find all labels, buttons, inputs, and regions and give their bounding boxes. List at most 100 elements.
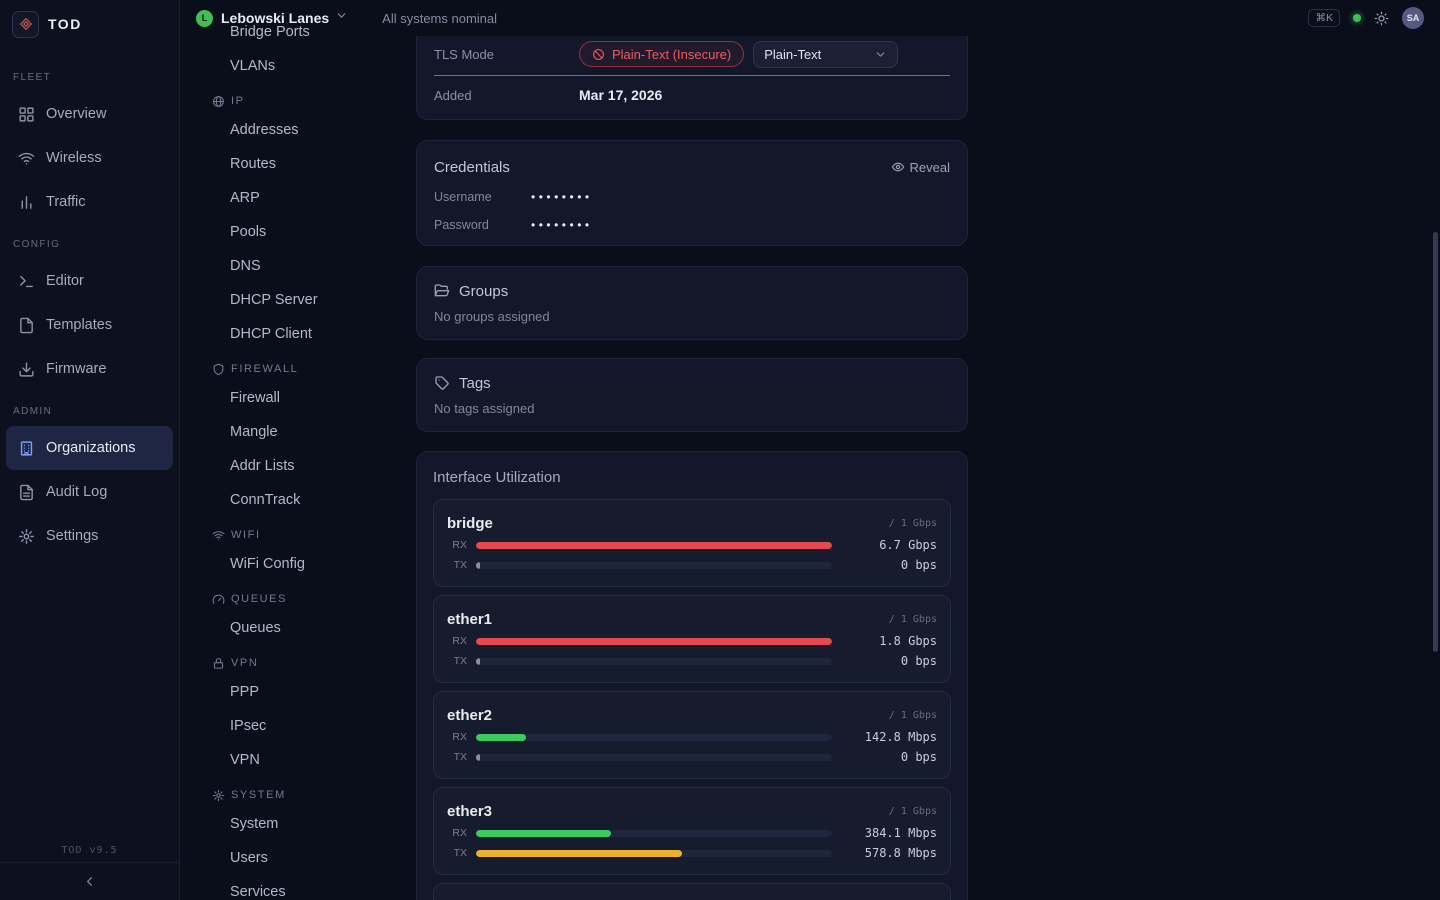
subnav-item-users[interactable]: Users <box>230 850 268 866</box>
password-row: Password •••••••• <box>434 215 950 235</box>
command-palette-shortcut[interactable]: ⌘K <box>1308 9 1340 27</box>
gauge-icon <box>212 593 225 606</box>
sidebar-item-traffic[interactable]: Traffic <box>6 180 173 224</box>
sidebar-item-label: Organizations <box>46 440 136 456</box>
subnav-item-system[interactable]: System <box>230 816 279 832</box>
app-logo: TOD <box>0 0 179 48</box>
interface-name: ether2 <box>447 706 493 724</box>
user-avatar[interactable]: SA <box>1402 7 1424 29</box>
added-row: Added Mar 17, 2026 <box>434 85 950 105</box>
subnav-item-ppp[interactable]: PPP <box>230 684 260 700</box>
sidebar-item-settings[interactable]: Settings <box>6 514 173 558</box>
file-text-icon <box>18 484 35 501</box>
sidebar-item-templates[interactable]: Templates <box>6 303 173 347</box>
subnav-header-system: System <box>180 783 404 807</box>
subnav-item-wifi-config[interactable]: WiFi Config <box>230 556 305 572</box>
row-divider <box>434 75 950 76</box>
reveal-credentials-button[interactable]: Reveal <box>891 160 950 175</box>
folder-icon <box>434 283 450 299</box>
sidebar-item-label: Traffic <box>46 194 86 210</box>
section-label-config: Config <box>13 239 61 250</box>
tx-label: TX <box>453 751 467 763</box>
interface-name: ether3 <box>447 802 493 820</box>
subnav-item-dhcp-server[interactable]: DHCP Server <box>230 292 318 308</box>
subnav-item-bridge-ports[interactable]: Bridge Ports <box>230 24 310 40</box>
tx-bar-track <box>476 849 832 857</box>
groups-title: Groups <box>459 282 509 300</box>
subnav-item-vpn[interactable]: VPN <box>230 752 260 768</box>
subnav-item-dhcp-client[interactable]: DHCP Client <box>230 326 312 342</box>
wifi-icon <box>212 529 225 542</box>
theme-toggle-button[interactable] <box>1374 11 1389 26</box>
subnav-item-queues[interactable]: Queues <box>230 620 281 636</box>
tls-mode-select[interactable]: Plain-Text <box>753 40 899 68</box>
download-icon <box>18 361 35 378</box>
subnav-item-vlans[interactable]: VLANs <box>230 58 276 74</box>
sidebar-collapse-button[interactable] <box>0 862 179 900</box>
tls-mode-row: TLS Mode Plain-Text (Insecure) Plain-Tex… <box>434 37 950 71</box>
interface-name: ether4 <box>447 899 492 900</box>
subnav-header-queues: Queues <box>180 587 404 611</box>
subnav-item-addresses[interactable]: Addresses <box>230 122 299 138</box>
sidebar-item-audit-log[interactable]: Audit Log <box>6 470 173 514</box>
sidebar-item-label: Settings <box>46 528 99 544</box>
rx-label: RX <box>452 539 467 551</box>
tags-title: Tags <box>459 374 491 392</box>
subnav-item-services[interactable]: Services <box>230 884 286 900</box>
subnav-item-addr-lists[interactable]: Addr Lists <box>230 458 295 474</box>
interface-capacity: / 1 Gbps <box>888 805 937 817</box>
tx-bar-track <box>476 753 832 761</box>
globe-icon <box>212 95 225 108</box>
rx-value: 384.1 Mbps <box>864 826 937 840</box>
interface-card-ether4: ether4 / 1 Gbps <box>433 883 951 900</box>
tx-bar-fill <box>476 657 480 665</box>
rx-label: RX <box>452 635 467 647</box>
subnav-item-arp[interactable]: ARP <box>230 190 260 206</box>
subnav-item-routes[interactable]: Routes <box>230 156 276 172</box>
utilization-title: Interface Utilization <box>433 468 561 486</box>
subnav-item-ipsec[interactable]: IPsec <box>230 718 267 734</box>
chevron-down-icon <box>874 48 887 61</box>
subnav-header-wifi: WiFi <box>180 523 404 547</box>
interface-capacity: / 1 Gbps <box>888 517 937 529</box>
subnav-header-firewall: Firewall <box>180 357 404 381</box>
tags-empty-text: No tags assigned <box>434 401 535 416</box>
tx-bar-track <box>476 657 832 665</box>
password-label: Password <box>434 218 489 232</box>
sidebar-item-overview[interactable]: Overview <box>6 92 173 136</box>
sidebar-item-wireless[interactable]: Wireless <box>6 136 173 180</box>
tls-selected-option: Plain-Text <box>764 46 822 62</box>
sidebar-item-firmware[interactable]: Firmware <box>6 347 173 391</box>
username-row: Username •••••••• <box>434 187 950 207</box>
main-content: TLS Mode Plain-Text (Insecure) Plain-Tex… <box>404 36 1440 900</box>
app-name: TOD <box>48 16 82 32</box>
system-status-text: All systems nominal <box>382 10 498 26</box>
bar-chart-icon <box>18 194 35 211</box>
added-value: Mar 17, 2026 <box>579 87 663 103</box>
tx-bar-fill <box>476 753 480 761</box>
sun-icon <box>1374 11 1389 26</box>
org-selector[interactable]: Lebowski Lanes <box>221 10 330 26</box>
rx-bar-fill <box>476 541 832 549</box>
sidebar-item-organizations[interactable]: Organizations <box>6 426 173 470</box>
sidebar-item-label: Overview <box>46 106 107 122</box>
interface-card-ether3: ether3 / 1 Gbps RX 384.1 Mbps TX 578.8 M… <box>433 787 951 875</box>
tx-value: 578.8 Mbps <box>864 846 937 860</box>
subnav-item-firewall[interactable]: Firewall <box>230 390 280 406</box>
rx-bar-track <box>476 829 832 837</box>
interface-utilization-card: Interface Utilization bridge / 1 Gbps RX… <box>416 451 968 900</box>
online-status-dot <box>1353 14 1361 22</box>
scrollbar-thumb[interactable] <box>1433 232 1438 652</box>
interface-card-bridge: bridge / 1 Gbps RX 6.7 Gbps TX 0 bps <box>433 499 951 587</box>
subnav-item-conntrack[interactable]: ConnTrack <box>230 492 301 508</box>
tls-mode-label: TLS Mode <box>434 46 494 62</box>
subnav-item-dns[interactable]: DNS <box>230 258 261 274</box>
subnav-item-mangle[interactable]: Mangle <box>230 424 278 440</box>
interface-card-ether2: ether2 / 1 Gbps RX 142.8 Mbps TX 0 bps <box>433 691 951 779</box>
added-label: Added <box>434 87 472 103</box>
rx-value: 142.8 Mbps <box>864 730 937 744</box>
chevron-down-icon[interactable] <box>335 9 348 27</box>
subnav-item-pools[interactable]: Pools <box>230 224 267 240</box>
sidebar-item-editor[interactable]: Editor <box>6 259 173 303</box>
groups-empty-text: No groups assigned <box>434 309 550 324</box>
